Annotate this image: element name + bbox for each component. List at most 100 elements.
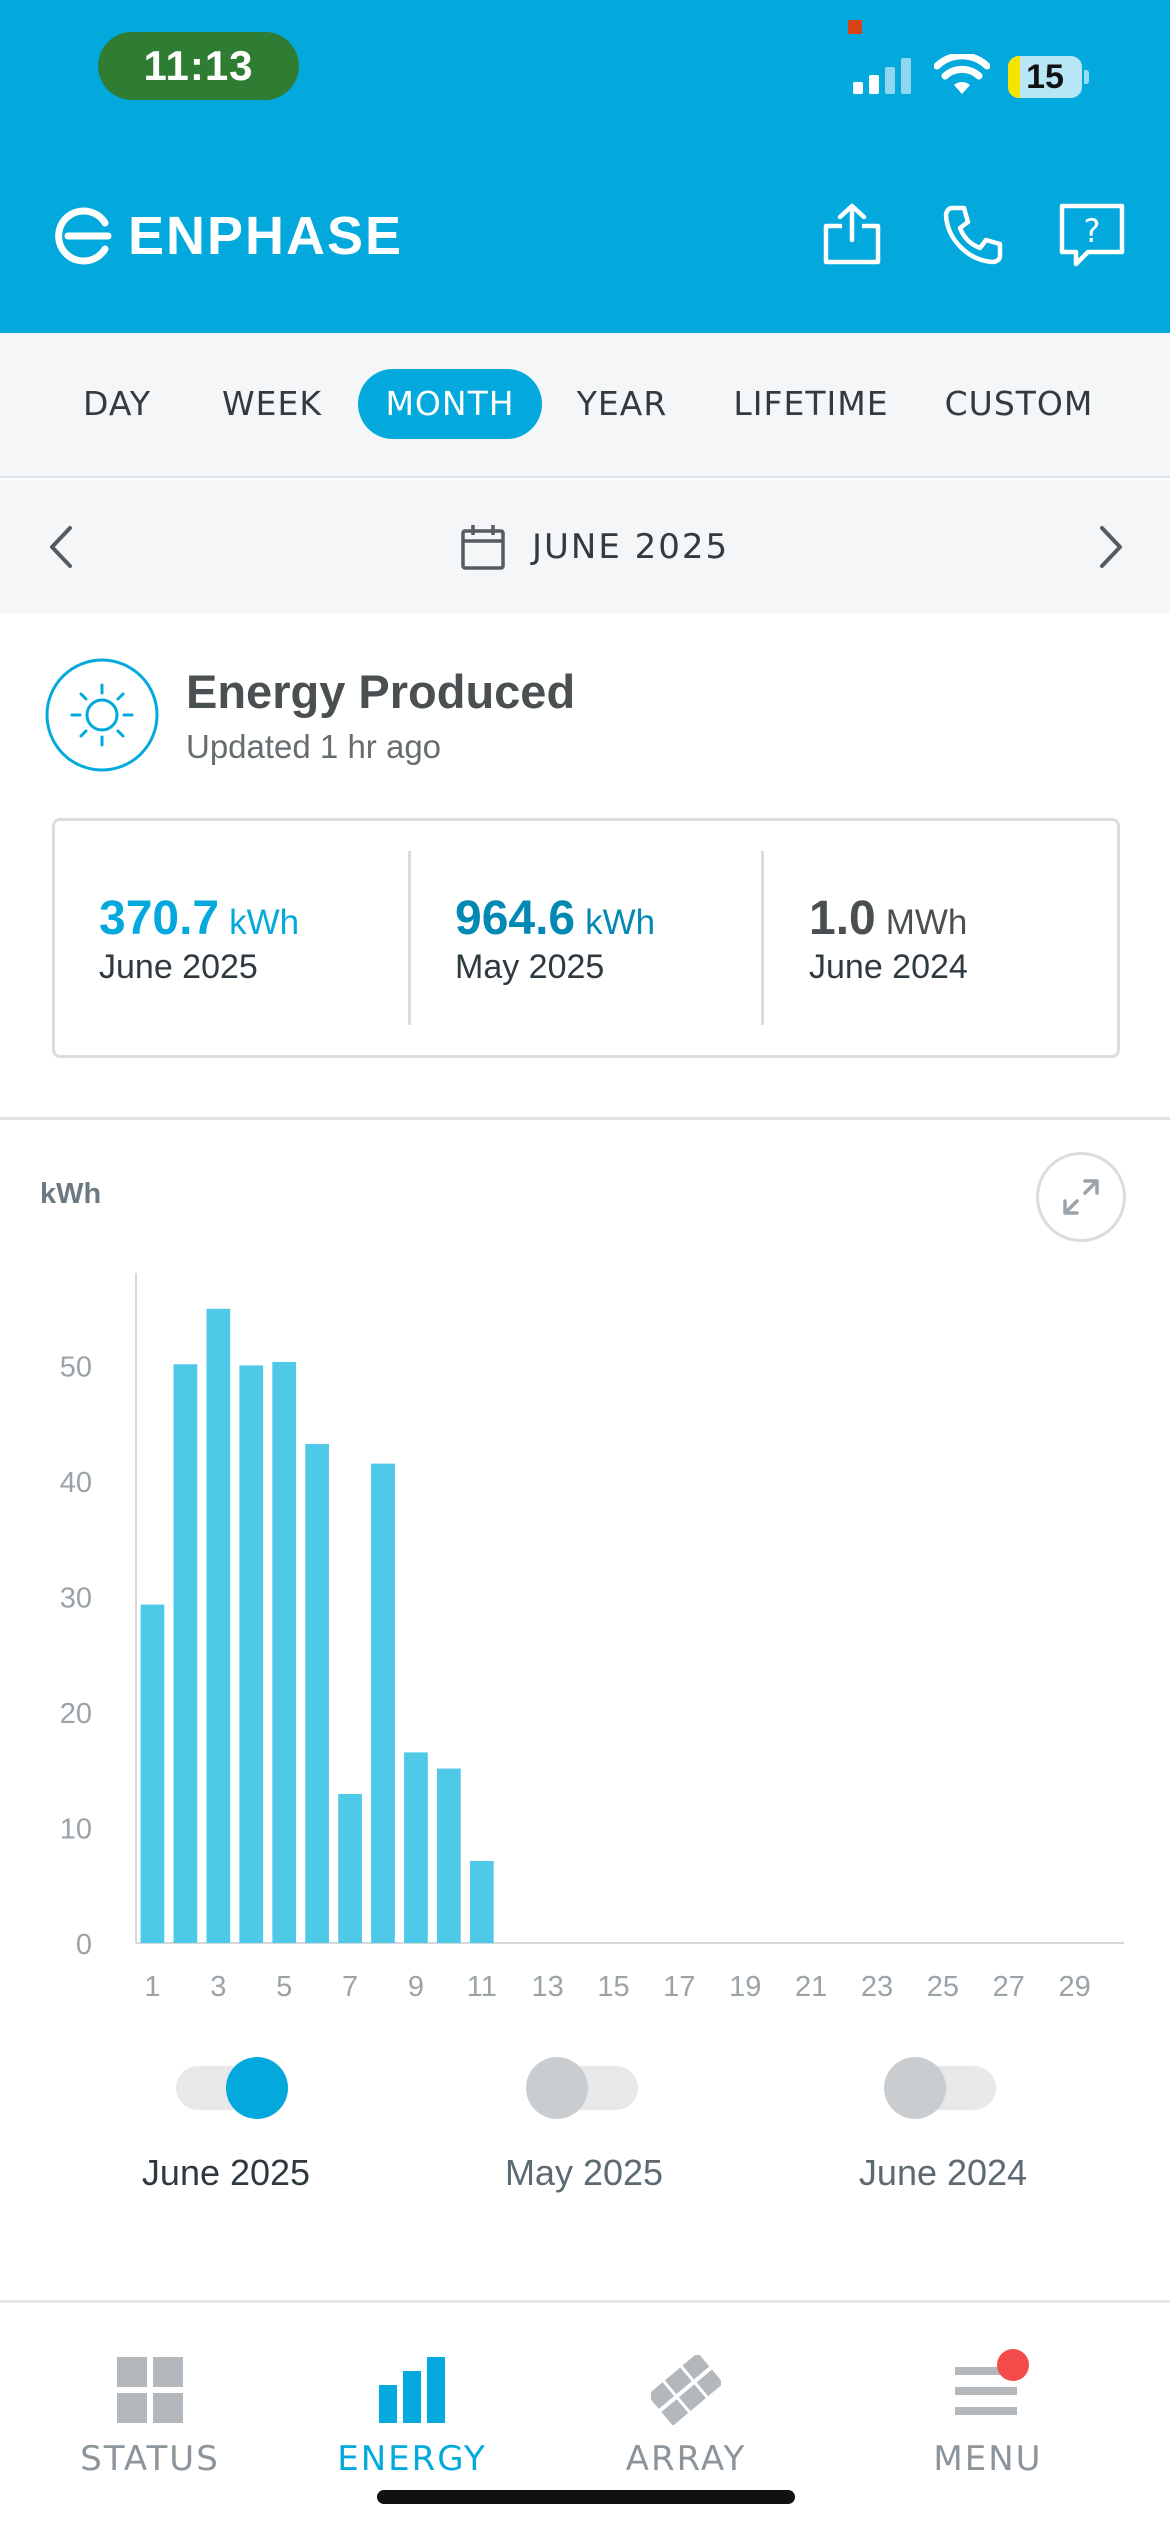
stat-value: 370.7 xyxy=(99,892,220,945)
svg-text:?: ? xyxy=(1084,212,1101,250)
toggle-june-2024[interactable] xyxy=(884,2057,996,2119)
recording-indicator xyxy=(848,20,862,34)
help-icon[interactable]: ? xyxy=(1058,200,1126,268)
nav-label: ARRAY xyxy=(625,2439,747,2479)
chart-bar xyxy=(272,1361,297,1943)
x-tick-label: 17 xyxy=(663,1971,695,2003)
x-tick-label: 25 xyxy=(927,1971,959,2003)
tab-day[interactable]: DAY xyxy=(82,384,151,423)
x-tick-label: 5 xyxy=(276,1971,292,2003)
x-tick-label: 29 xyxy=(1058,1971,1090,2003)
toggle-june-2025[interactable] xyxy=(176,2057,288,2119)
expand-chart-button[interactable] xyxy=(1036,1152,1126,1242)
nav-array[interactable]: ARRAY xyxy=(566,2355,806,2479)
home-indicator xyxy=(377,2490,795,2504)
chart-bar xyxy=(206,1308,231,1943)
brand-name: ENPHASE xyxy=(128,206,404,266)
chart-bar xyxy=(404,1752,428,1943)
nav-label: MENU xyxy=(933,2439,1043,2479)
x-tick-label: 7 xyxy=(342,1971,358,2003)
nav-status[interactable]: STATUS xyxy=(30,2355,270,2479)
tab-year[interactable]: YEAR xyxy=(576,384,668,423)
x-tick-label: 1 xyxy=(144,1971,160,2003)
y-tick-label: 0 xyxy=(76,1929,92,1961)
updated-timestamp: Updated 1 hr ago xyxy=(186,728,442,765)
expand-icon xyxy=(1063,1179,1099,1215)
toggle-knob xyxy=(226,2057,288,2119)
chart-bar xyxy=(140,1604,165,1943)
enphase-logo-icon xyxy=(55,207,112,265)
toggle-may-2025[interactable] xyxy=(526,2057,638,2119)
status-time: 11:13 xyxy=(98,32,299,100)
date-picker[interactable]: JUNE 2025 xyxy=(460,520,729,574)
x-tick-label: 3 xyxy=(210,1971,226,2003)
y-tick-label: 40 xyxy=(60,1467,92,1499)
enphase-logo: ENPHASE xyxy=(54,205,403,267)
stat-unit: MWh xyxy=(885,903,968,942)
app-header: 11:13 15 ENPHASE ? xyxy=(0,0,1170,333)
toggle-knob xyxy=(526,2057,588,2119)
divider xyxy=(408,851,411,1025)
nav-energy[interactable]: ENERGY xyxy=(292,2355,532,2479)
x-tick-label: 23 xyxy=(861,1971,893,2003)
stat-period: May 2025 xyxy=(455,948,605,986)
tab-custom[interactable]: CUSTOM xyxy=(944,384,1094,423)
y-tick-label: 10 xyxy=(60,1813,92,1845)
nav-label: STATUS xyxy=(80,2439,220,2479)
period-tabs: DAY WEEK MONTH YEAR LIFETIME CUSTOM xyxy=(0,333,1170,478)
tab-month[interactable]: MONTH xyxy=(358,369,542,439)
chart-bar xyxy=(469,1860,494,1943)
share-icon[interactable] xyxy=(818,200,886,268)
x-tick-label: 11 xyxy=(467,1971,497,2003)
legend-label-june-2024: June 2024 xyxy=(858,2152,1028,2193)
stat-current-month: 370.7 kWh June 2025 xyxy=(99,891,299,987)
nav-menu[interactable]: MENU xyxy=(868,2349,1108,2479)
y-tick-label: 20 xyxy=(60,1698,92,1730)
x-tick-label: 21 xyxy=(795,1971,827,2003)
stat-unit: kWh xyxy=(585,903,656,942)
chart-bar xyxy=(173,1364,198,1943)
date-navigator: JUNE 2025 xyxy=(0,480,1170,614)
stat-period: June 2025 xyxy=(99,948,258,986)
chart-bar xyxy=(305,1443,329,1943)
battery-level: 15 xyxy=(1026,58,1064,96)
cellular-signal-icon xyxy=(853,58,911,94)
chart-bar xyxy=(371,1463,395,1943)
stat-last-year: 1.0 MWh June 2024 xyxy=(809,891,968,987)
stat-previous-month: 964.6 kWh May 2025 xyxy=(455,891,655,987)
tab-lifetime[interactable]: LIFETIME xyxy=(733,384,889,423)
battery-indicator: 15 xyxy=(1008,56,1089,98)
y-tick-label: 50 xyxy=(60,1351,92,1383)
wifi-icon xyxy=(934,54,990,94)
notification-badge xyxy=(997,2349,1029,2381)
x-tick-label: 9 xyxy=(408,1971,424,2003)
chevron-right-icon[interactable] xyxy=(1082,520,1136,574)
x-tick-label: 19 xyxy=(729,1971,761,2003)
divider xyxy=(761,851,764,1025)
legend-label-june-2025: June 2025 xyxy=(141,2152,311,2193)
dashboard-grid-icon xyxy=(117,2357,183,2423)
date-label: JUNE 2025 xyxy=(532,527,730,567)
x-tick-label: 27 xyxy=(993,1971,1025,2003)
nav-label: ENERGY xyxy=(337,2439,487,2479)
chart-bar xyxy=(239,1365,264,1943)
x-tick-label: 15 xyxy=(597,1971,629,2003)
stat-period: June 2024 xyxy=(809,948,968,986)
chevron-left-icon[interactable] xyxy=(36,520,90,574)
chart-bar xyxy=(338,1793,362,1943)
chart-bar xyxy=(437,1768,461,1943)
legend-label-may-2025: May 2025 xyxy=(504,2152,664,2193)
phone-icon[interactable] xyxy=(938,200,1006,268)
stat-value: 964.6 xyxy=(455,892,576,945)
stat-value: 1.0 xyxy=(809,892,876,945)
sun-icon xyxy=(45,658,159,772)
y-tick-label: 30 xyxy=(60,1582,92,1614)
tab-week[interactable]: WEEK xyxy=(222,384,322,423)
energy-produced-title: Energy Produced xyxy=(186,665,576,718)
bar-chart-icon xyxy=(379,2357,445,2423)
toggle-knob xyxy=(884,2057,946,2119)
section-divider xyxy=(0,1117,1170,1120)
menu-icon xyxy=(955,2349,1029,2415)
stat-unit: kWh xyxy=(229,903,300,942)
energy-summary-card: 370.7 kWh June 2025 964.6 kWh May 2025 1.0… xyxy=(52,818,1120,1058)
